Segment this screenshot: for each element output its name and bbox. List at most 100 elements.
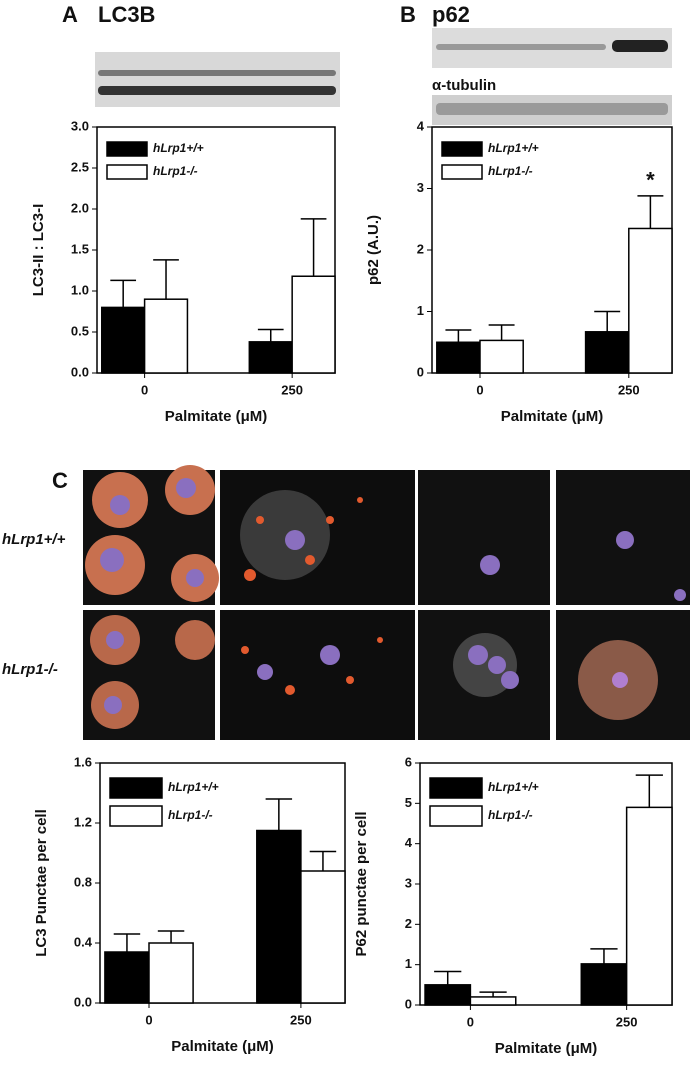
error-bar [309,850,337,871]
y-tick-label: 0.4 [74,934,93,949]
legend-label: hLrp1-/- [488,808,533,822]
bar [300,870,346,1004]
x-tick-label: 250 [290,1012,312,1027]
legend-label: hLrp1-/- [488,164,533,178]
error-bar [590,948,618,964]
error-bar [434,970,462,985]
blot-p62 [432,28,672,68]
legend-label: hLrp1+/+ [153,141,204,155]
y-tick-label: 1 [405,956,412,971]
y-tick-label: 4 [405,835,413,850]
y-tick-label: 3 [405,875,412,890]
error-bar [488,324,515,341]
x-tick-label: 250 [281,382,303,397]
error-bar [637,195,664,229]
bar [625,806,673,1006]
legend-swatch [109,777,163,799]
bar [291,275,336,374]
x-axis-label: Palmitate (μM) [495,1040,598,1057]
error-bar [300,218,327,277]
legend-swatch [106,141,148,157]
y-tick-label: 1 [417,303,424,318]
bar [104,951,150,1004]
legend-swatch [109,805,163,827]
error-bar [110,279,137,308]
error-bar [635,774,663,808]
legend-swatch [429,805,483,827]
blot-tubulin [432,95,672,125]
x-tick-label: 0 [141,382,148,397]
panel-letter: C [52,468,68,493]
error-bar [157,930,185,943]
x-tick-label: 0 [467,1014,474,1029]
x-tick-label: 250 [618,382,640,397]
y-axis-label: LC3 Punctae per cell [33,809,50,957]
y-tick-label: 3 [417,180,424,195]
bar [101,306,146,374]
y-tick-label: 1.0 [71,282,89,297]
y-tick-label: 5 [405,795,412,810]
legend-swatch [441,141,483,157]
legend-label: hLrp1+/+ [488,780,539,794]
x-tick-label: 250 [616,1014,638,1029]
x-axis-label: Palmitate (μM) [171,1038,274,1055]
row-label: hLrp1+/+ [2,531,66,548]
y-tick-label: 4 [417,118,425,133]
error-bar [479,991,507,997]
bar [143,298,189,374]
y-axis-label: P62 punctae per cell [353,811,370,956]
legend-swatch [441,164,483,180]
y-tick-label: 0 [405,996,412,1011]
y-tick-label: 2.5 [71,159,89,174]
error-bar [594,310,621,332]
panel-title: p62 [432,2,470,27]
legend-label: hLrp1+/+ [168,780,219,794]
bar [256,829,302,1004]
error-bar [113,933,141,952]
y-tick-label: 6 [405,754,412,769]
panel-letter: A [62,2,78,27]
row-label: hLrp1-/- [2,661,58,678]
legend-swatch [106,164,148,180]
y-tick-label: 2 [417,241,424,256]
bar [628,227,673,374]
y-tick-label: 0.0 [71,364,89,379]
panel-title: LC3B [98,2,155,27]
bar [580,963,628,1006]
y-tick-label: 3.0 [71,118,89,133]
micrographs-c [83,465,415,740]
y-tick-label: 0.0 [74,994,92,1009]
micrographs-d [418,470,690,740]
error-bar [445,329,472,343]
y-axis-label: LC3-II : LC3-I [30,204,47,297]
x-tick-label: 0 [145,1012,152,1027]
blot-label: α-tubulin [432,77,496,94]
bar [148,942,194,1004]
y-tick-label: 0.5 [71,323,89,338]
y-tick-label: 1.2 [74,814,92,829]
legend-label: hLrp1-/- [153,164,198,178]
y-tick-label: 2.0 [71,200,89,215]
x-axis-label: Palmitate (μM) [501,408,604,425]
bar [469,996,517,1006]
blot-lc3b [95,52,340,107]
legend-label: hLrp1+/+ [488,141,539,155]
y-tick-label: 0.8 [74,874,92,889]
bar [424,984,472,1006]
error-bar [153,259,179,300]
panel-letter: B [400,2,416,27]
x-tick-label: 0 [476,382,483,397]
bar [248,341,293,374]
y-tick-label: 0 [417,364,424,379]
legend-label: hLrp1-/- [168,808,213,822]
bar [584,331,630,374]
annotation: * [646,168,655,193]
y-tick-label: 2 [405,916,412,931]
y-tick-label: 1.6 [74,754,92,769]
bar [436,341,481,374]
error-bar [257,328,284,342]
y-tick-label: 1.5 [71,241,89,256]
bar [479,339,524,374]
